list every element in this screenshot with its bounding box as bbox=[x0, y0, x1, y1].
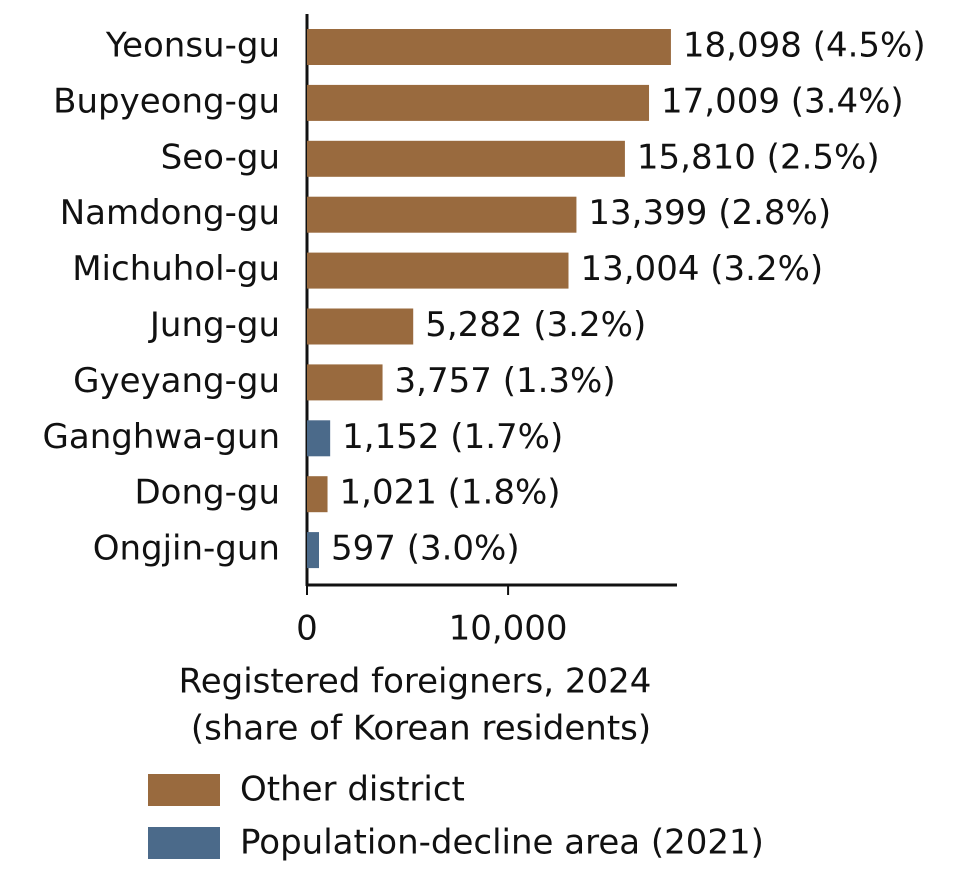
y-tick-label: Namdong-gu bbox=[60, 193, 280, 233]
value-label: 15,810 (2.5%) bbox=[637, 137, 880, 177]
bar bbox=[307, 140, 625, 177]
y-tick-label: Jung-gu bbox=[148, 305, 280, 345]
bar bbox=[307, 29, 671, 65]
y-tick-label: Seo-gu bbox=[161, 137, 280, 177]
bar bbox=[307, 420, 331, 457]
x-tick-label: 10,000 bbox=[449, 609, 568, 649]
legend-swatch bbox=[148, 774, 220, 806]
bar bbox=[307, 532, 320, 569]
x-tick-label: 0 bbox=[296, 609, 318, 649]
y-tick-label: Gyeyang-gu bbox=[73, 361, 280, 401]
bar bbox=[307, 196, 577, 233]
value-label: 1,021 (1.8%) bbox=[340, 473, 561, 513]
legend-label: Other district bbox=[240, 770, 465, 810]
x-axis-title: (share of Korean residents) bbox=[191, 709, 651, 749]
value-label: 18,098 (4.5%) bbox=[683, 26, 926, 66]
y-tick-label: Bupyeong-gu bbox=[53, 81, 280, 121]
bar bbox=[307, 308, 414, 345]
bar bbox=[307, 252, 569, 289]
value-label: 1,152 (1.7%) bbox=[342, 417, 563, 457]
bar bbox=[307, 84, 650, 121]
y-tick-label: Michuhol-gu bbox=[72, 249, 280, 289]
bar bbox=[307, 476, 328, 513]
value-label: 5,282 (3.2%) bbox=[425, 305, 646, 345]
value-label: 13,004 (3.2%) bbox=[580, 249, 823, 289]
y-tick-label: Ongjin-gun bbox=[93, 529, 280, 569]
legend-label: Population-decline area (2021) bbox=[240, 823, 764, 863]
value-label: 17,009 (3.4%) bbox=[661, 81, 904, 121]
value-label: 13,399 (2.8%) bbox=[588, 193, 831, 233]
y-tick-label: Yeonsu-gu bbox=[105, 26, 280, 66]
value-label: 597 (3.0%) bbox=[331, 529, 520, 569]
y-tick-label: Dong-gu bbox=[134, 473, 280, 513]
legend-swatch bbox=[148, 827, 220, 859]
bar bbox=[307, 364, 383, 401]
x-axis-title: Registered foreigners, 2024 bbox=[179, 662, 652, 702]
y-tick-label: Ganghwa-gun bbox=[43, 417, 280, 457]
value-label: 3,757 (1.3%) bbox=[395, 361, 616, 401]
